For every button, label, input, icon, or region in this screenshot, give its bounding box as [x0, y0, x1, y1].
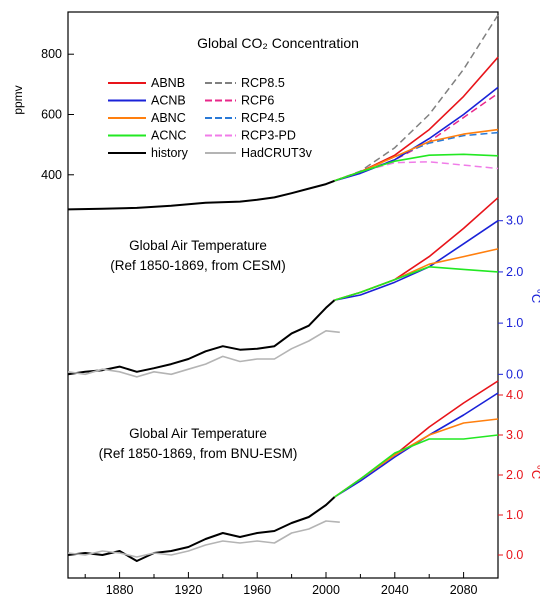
ytick-label: 2.0 — [506, 468, 523, 482]
legend-label: RCP3-PD — [241, 129, 296, 143]
cesm-ylabel: °C — [529, 289, 540, 304]
series-line-abnc — [334, 418, 499, 498]
legend: ABNB ACNB ABNC ACNC history RCP8.5 RCP6 RCP4.5 R… — [108, 76, 313, 160]
legend-label: RCP6 — [241, 94, 274, 108]
series-line-history — [67, 179, 335, 211]
ytick-label: 1.0 — [506, 508, 523, 522]
legend-label: ABNC — [151, 111, 186, 125]
ytick-label: 3.0 — [506, 214, 523, 228]
series-line-rcp8-5 — [334, 14, 499, 182]
xtick-label: 2000 — [312, 583, 340, 596]
series-line-history — [67, 299, 336, 376]
series-line-acnc — [334, 153, 499, 182]
bnu-subtitle: (Ref 1850-1869, from BNU-ESM) — [99, 446, 298, 461]
series-line-hadcrut3v — [67, 329, 340, 378]
series-layer — [67, 14, 499, 562]
series-line-abnb — [334, 56, 499, 182]
xtick-label: 1920 — [174, 583, 202, 596]
xtick-label: 2040 — [381, 583, 409, 596]
legend-label: RCP4.5 — [241, 111, 285, 125]
cesm-title: Global Air Temperature — [129, 238, 267, 253]
ytick-label: 3.0 — [506, 428, 523, 442]
co2-title: Global CO₂ Concentration — [197, 35, 359, 51]
ytick-label: 400 — [41, 168, 62, 182]
ytick-label: 600 — [41, 107, 62, 121]
legend-label: ACNB — [151, 94, 186, 108]
series-line-hadcrut3v — [67, 520, 340, 558]
axes-layer: 400 600 800 0.0 1.0 2.0 3.0 0.0 1.0 2.0 3.0 4.0 1880… — [41, 47, 523, 596]
legend-label: HadCRUT3v — [241, 146, 313, 160]
legend-label: RCP8.5 — [241, 76, 285, 90]
series-line-acnc — [334, 434, 499, 498]
xtick-label: 1960 — [243, 583, 271, 596]
legend-label: ACNC — [151, 129, 186, 143]
series-line-acnb — [334, 220, 499, 301]
ytick-label: 0.0 — [506, 548, 523, 562]
xtick-label: 1880 — [106, 583, 134, 596]
ytick-label: 0.0 — [506, 367, 523, 381]
ytick-label: 4.0 — [506, 388, 523, 402]
cesm-subtitle: (Ref 1850-1869, from CESM) — [110, 258, 286, 273]
ytick-label: 2.0 — [506, 265, 523, 279]
series-line-abnb — [334, 197, 499, 301]
bnu-ylabel: °C — [529, 465, 540, 480]
legend-label: history — [151, 146, 189, 160]
co2-ylabel: ppmv — [11, 85, 25, 114]
legend-label: ABNB — [151, 76, 185, 90]
ytick-label: 1.0 — [506, 316, 523, 330]
plot-frame — [67, 11, 499, 579]
series-line-acnc — [334, 265, 499, 301]
xtick-label: 2080 — [450, 583, 478, 596]
ytick-label: 800 — [41, 47, 62, 61]
bnu-title: Global Air Temperature — [129, 426, 267, 441]
